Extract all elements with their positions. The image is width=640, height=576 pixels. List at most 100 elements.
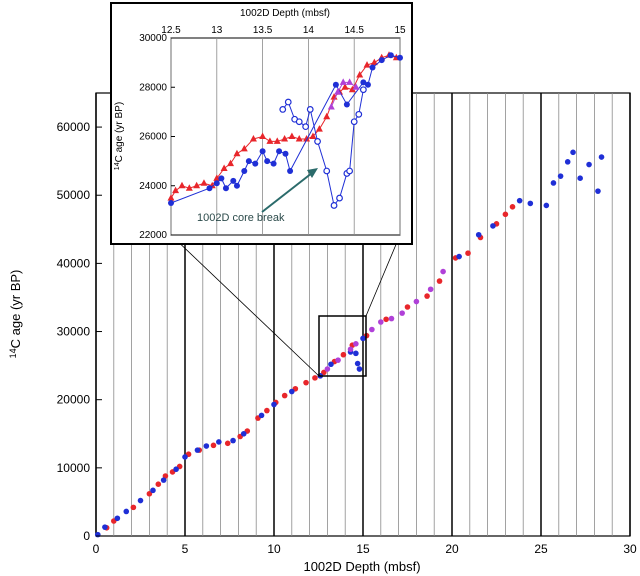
main-data-point-red <box>321 369 327 376</box>
inset-y-axis-label: 14C age (yr BP) <box>114 102 125 170</box>
inset-data-point-red <box>288 132 296 139</box>
inset-data-point-open <box>346 167 354 175</box>
inset-data-point-red <box>348 85 356 93</box>
main-data-point-blue <box>598 154 605 160</box>
main-x-tick-label: 15 <box>356 542 370 556</box>
main-x-tick-label: 10 <box>267 542 281 556</box>
core-break-arrow <box>261 172 313 213</box>
zoom-connector-left <box>170 234 320 377</box>
inset-data-point-red <box>273 137 281 144</box>
main-data-point-blue <box>557 173 564 179</box>
inset-x-tick-label: 14.5 <box>344 25 364 36</box>
main-data-point-blue <box>516 197 523 204</box>
inset-data-point-open <box>314 138 321 145</box>
inset-x-tick-label: 12.5 <box>161 25 181 36</box>
inset-y-axis-label-text: C age (yr BP) <box>114 102 125 163</box>
inset-data-points <box>167 51 403 209</box>
inset-data-point-blue <box>332 81 339 88</box>
main-data-point-red <box>146 490 153 497</box>
inset-data-point-red <box>167 194 175 201</box>
inset-data-point-red <box>295 134 303 142</box>
inset-data-point-red <box>178 181 186 189</box>
main-data-point-blue <box>586 161 592 168</box>
inset-data-point-open <box>359 86 367 94</box>
inset-data-point-blue <box>230 177 237 184</box>
inset-data-point-red <box>356 70 364 78</box>
main-data-point-blue <box>114 515 121 522</box>
inset-data-point-blue <box>222 185 229 192</box>
inset-data-point-red <box>323 112 331 120</box>
main-data-point-blue <box>194 447 201 453</box>
inset-data-point-blue <box>369 64 376 71</box>
main-data-point-blue <box>595 188 601 194</box>
main-data-point-red <box>312 375 318 381</box>
main-y-axis-label-sup: 14 <box>8 348 18 358</box>
inset-data-point-red <box>266 137 274 144</box>
inset-data-point-red <box>363 61 371 68</box>
inset-data-point-open <box>323 167 331 175</box>
main-data-point-blue <box>570 149 576 156</box>
inset-data-point-red <box>200 179 208 186</box>
main-data-point-blue <box>360 335 366 342</box>
main-data-point-blue <box>230 437 236 444</box>
inset-data-point-red <box>341 83 349 90</box>
main-data-point-blue <box>102 524 108 530</box>
inset-data-point-blue <box>387 52 394 59</box>
inset-data-point-red <box>233 149 241 157</box>
main-x-tick-labels: 0 5 10 15 20 25 30 <box>93 542 637 556</box>
main-data-point-purple <box>440 268 446 275</box>
main-data-point-red <box>224 440 231 447</box>
inset-plot-area: 12.5 13 13.5 14 14.5 15 22000 24000 26000 28000 3… <box>110 2 413 245</box>
main-data-point-blue <box>527 200 534 207</box>
inset-data-point-blue <box>241 167 248 174</box>
inset-y-tick-label: 22000 <box>139 230 167 241</box>
main-x-tick-label: 0 <box>93 542 100 556</box>
main-data-point-blue <box>123 508 130 515</box>
inset-x-axis-title: 1002D Depth (mbsf) <box>240 8 330 19</box>
inset-data-point-blue <box>245 158 252 165</box>
main-data-point-red <box>210 442 217 449</box>
inset-data-point-red <box>249 134 257 142</box>
inset-data-point-blue <box>343 101 350 108</box>
inset-x-tick-label: 15 <box>394 25 406 36</box>
main-x-tick-label: 30 <box>623 542 637 556</box>
main-y-tick-label: 0 <box>83 529 90 543</box>
core-break-arrowhead <box>307 168 318 178</box>
main-data-point-blue <box>160 477 167 483</box>
inset-data-point-red <box>370 58 378 66</box>
main-data-point-blue <box>564 159 571 165</box>
zoom-region-box <box>318 315 367 377</box>
inset-data-point-blue <box>397 54 403 61</box>
main-data-point-red <box>436 278 443 284</box>
main-data-point-purple <box>335 357 341 363</box>
inset-data-point-purple <box>327 102 335 110</box>
main-data-point-purple <box>324 366 331 372</box>
main-x-tick-label: 20 <box>445 542 459 556</box>
main-data-point-blue <box>577 175 583 181</box>
main-data-point-blue <box>240 430 247 437</box>
inset-data-point-red <box>193 181 201 189</box>
main-y-tick-label: 60000 <box>57 120 91 134</box>
main-data-point-red <box>281 392 288 399</box>
inset-data-point-red <box>227 159 235 167</box>
main-data-point-blue <box>271 401 277 408</box>
inset-data-point-blue <box>213 180 220 187</box>
inset-y-tick-label: 26000 <box>139 132 167 143</box>
inset-data-point-red <box>259 132 267 139</box>
inset-data-point-blue <box>168 199 174 206</box>
main-data-point-blue <box>490 223 496 229</box>
main-y-axis-label-text: C age (yr BP) <box>8 270 23 349</box>
inset-data-point-red <box>315 125 323 132</box>
main-y-tick-label: 20000 <box>57 393 91 407</box>
zoom-connector-right <box>365 234 401 317</box>
main-data-point-red <box>340 351 347 358</box>
main-data-point-blue <box>216 439 222 445</box>
inset-x-tick-label: 14 <box>303 25 315 36</box>
main-data-point-red <box>130 504 137 511</box>
inset-y-tick-label: 24000 <box>139 181 167 192</box>
main-y-tick-label: 40000 <box>57 256 91 270</box>
inset-data-point-purple <box>339 78 347 85</box>
inset-y-tick-labels: 22000 24000 26000 28000 30000 <box>139 33 175 241</box>
main-data-point-red <box>303 379 309 386</box>
